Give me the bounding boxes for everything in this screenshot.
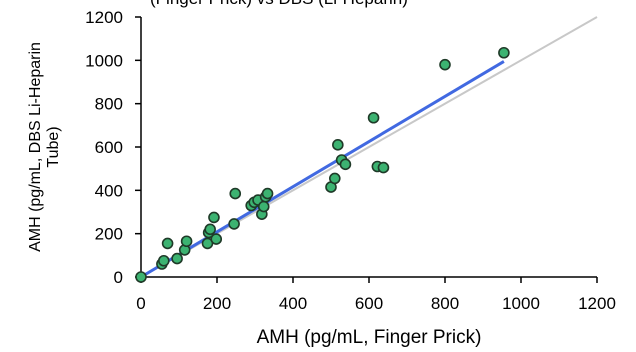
data-point	[210, 233, 223, 245]
y-ticks: 0 200 400 600 800 1000 1200	[85, 8, 141, 287]
data-point	[257, 200, 270, 213]
data-point	[161, 237, 174, 250]
x-tick-label: 1000	[502, 294, 540, 313]
regression-line	[140, 60, 505, 279]
y-tick-label: 1200	[85, 8, 123, 27]
y-tick-label: 400	[95, 181, 123, 200]
x-axis-title: AMH (pg/mL, Finger Prick)	[257, 327, 482, 348]
regression-line-group	[140, 60, 505, 279]
data-point	[377, 161, 390, 174]
x-tick-label: 400	[279, 294, 307, 313]
y-axis-title-line-2: Tube)	[45, 126, 62, 167]
x-tick-label: 600	[355, 294, 383, 313]
x-tick-label: 800	[431, 294, 459, 313]
y-tick-label: 600	[95, 138, 123, 157]
x-tick-label: 200	[203, 294, 231, 313]
data-point	[135, 271, 147, 283]
data-point	[204, 223, 216, 236]
data-points	[135, 46, 510, 283]
y-axis-title: AMH (pg/mL, DBS Li-Heparin Tube)	[27, 42, 62, 252]
data-point	[328, 172, 341, 185]
data-point	[498, 46, 510, 59]
data-point	[208, 211, 220, 224]
data-point	[229, 187, 242, 200]
x-tick-label: 1200	[578, 294, 616, 313]
data-point	[332, 139, 344, 151]
data-point	[158, 254, 170, 267]
data-point	[180, 235, 193, 248]
data-point	[261, 187, 274, 200]
x-ticks: 0 200 400 600 800 1000 1200	[136, 277, 616, 313]
data-point	[439, 58, 451, 71]
partial-title: (Finger Prick) vs DBS (Li-Heparin)	[150, 0, 408, 8]
data-point	[228, 218, 240, 230]
data-point	[171, 252, 183, 265]
y-tick-label: 200	[95, 225, 123, 244]
y-tick-label: 800	[95, 95, 123, 114]
x-tick-label: 0	[136, 294, 145, 313]
y-tick-label: 1000	[85, 51, 123, 70]
y-tick-label: 0	[114, 268, 123, 287]
data-point	[367, 111, 380, 124]
y-axis-title-line-1: AMH (pg/mL, DBS Li-Heparin	[27, 42, 44, 252]
data-point	[339, 158, 352, 171]
